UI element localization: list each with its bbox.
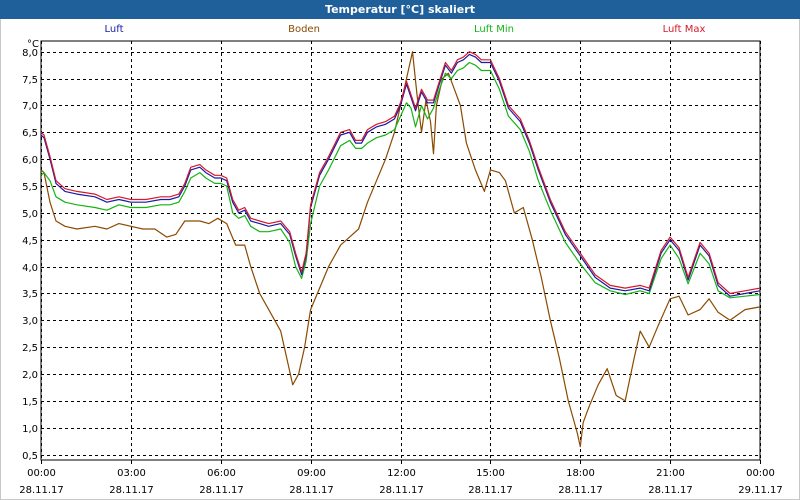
legend-item-boden: Boden — [288, 24, 320, 35]
y-tick-label: 7,5 — [22, 75, 38, 86]
x-tick-time: 00:00 — [746, 468, 775, 479]
y-tick-label: 1,5 — [22, 397, 38, 408]
x-tick-time: 12:00 — [387, 468, 416, 479]
x-tick-time: 03:00 — [117, 468, 146, 479]
x-tick-date: 28.11.17 — [109, 485, 154, 496]
chart-area: °C Luft Boden Luft Min Luft Max 0,5 1,0 1,5 2,… — [0, 19, 800, 500]
y-axis-unit: °C — [27, 39, 39, 50]
x-tick-date: 29.11.17 — [738, 485, 783, 496]
x-tick-date: 28.11.17 — [468, 485, 513, 496]
x-tick-time: 09:00 — [297, 468, 326, 479]
x-tick-time: 00:00 — [27, 468, 56, 479]
series-line-luft-min — [40, 61, 761, 299]
x-tick-time: 15:00 — [476, 468, 505, 479]
legend-item-luft-min: Luft Min — [474, 24, 514, 35]
y-tick-label: 5,5 — [22, 182, 38, 193]
y-tick-label: 3,5 — [22, 289, 38, 300]
line-chart: 0,5 1,0 1,5 2,0 2,5 3,0 3,5 4,0 4,5 5,0 5,5 6,0 6,5 7… — [19, 40, 783, 496]
y-tick-label: 4,5 — [22, 236, 38, 247]
y-tick-label: 5,0 — [22, 209, 38, 220]
series-line-luft-max — [40, 51, 761, 295]
y-tick-label: 7,0 — [22, 101, 38, 112]
x-tick-date: 28.11.17 — [19, 485, 64, 496]
x-tick-date: 28.11.17 — [199, 485, 244, 496]
x-tick-time: 21:00 — [656, 468, 685, 479]
x-tick-date: 28.11.17 — [558, 485, 603, 496]
y-tick-label: 0,5 — [22, 451, 38, 462]
y-tick-label: 2,0 — [22, 370, 38, 381]
x-tick-date: 28.11.17 — [379, 485, 424, 496]
legend-item-luft: Luft — [104, 24, 124, 35]
x-tick-time: 18:00 — [566, 468, 595, 479]
y-tick-label: 3,0 — [22, 316, 38, 327]
series-line-boden — [40, 51, 761, 448]
plot-frame — [40, 40, 761, 461]
y-tick-label: 6,0 — [22, 155, 38, 166]
y-tick-label: 2,5 — [22, 343, 38, 354]
x-tick-date: 28.11.17 — [289, 485, 334, 496]
x-tick-date: 28.11.17 — [648, 485, 693, 496]
y-tick-label: 4,0 — [22, 263, 38, 274]
y-tick-label: 8,0 — [22, 48, 38, 59]
series-line-luft — [40, 53, 761, 297]
x-tick-time: 06:00 — [207, 468, 236, 479]
y-tick-label: 1,0 — [22, 424, 38, 435]
y-tick-label: 6,5 — [22, 128, 38, 139]
legend-item-luft-max: Luft Max — [662, 24, 706, 35]
window-title: Temperatur [°C] skaliert — [0, 0, 800, 19]
